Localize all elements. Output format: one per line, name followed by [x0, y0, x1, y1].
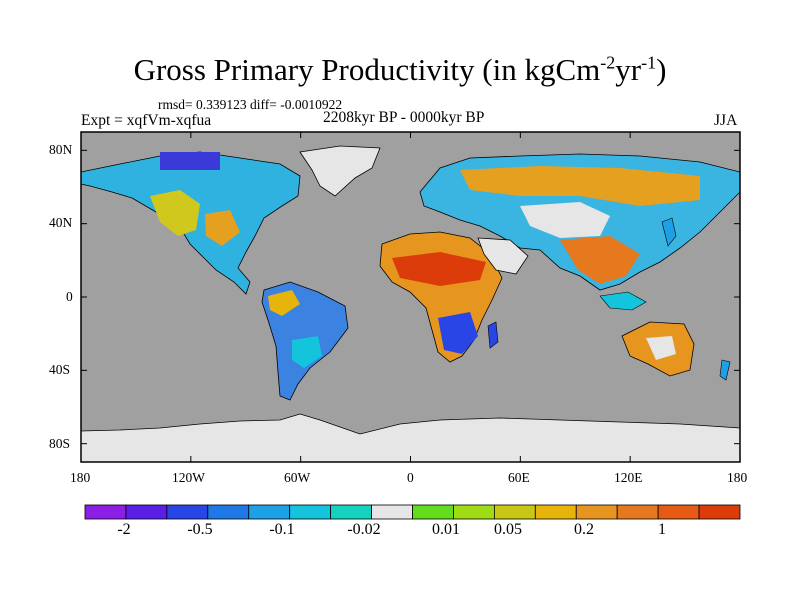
australia-center-patch: [646, 336, 676, 360]
na-arctic-patch: [160, 152, 220, 170]
colorbar-swatch: [125, 504, 168, 520]
madagascar: [487, 321, 499, 349]
na-west-patch: [150, 190, 200, 236]
sa-central-patch: [292, 336, 322, 368]
colorbar-swatch: [207, 504, 250, 520]
colorbar-swatch: [657, 504, 700, 520]
colorbar-label: 0.01: [432, 521, 460, 538]
sahara-patch: [392, 252, 486, 286]
japan: [661, 217, 677, 247]
colorbar-swatch: [289, 504, 332, 520]
lon-label-120w: 120W: [172, 470, 205, 485]
lat-label-80s: 80S: [49, 436, 71, 451]
asia-south-patch: [560, 236, 640, 284]
colorbar-label: -0.02: [347, 521, 381, 538]
colorbar-swatch: [575, 504, 618, 520]
colorbar-label: 1: [658, 521, 666, 538]
axis-ticks: [80, 132, 741, 462]
lat-label-40s: 40S: [49, 362, 71, 377]
colorbar-label: -2: [117, 521, 131, 538]
sa-north-patch: [268, 290, 300, 316]
lon-label-60w: 60W: [284, 470, 311, 485]
africa-south-patch: [438, 312, 478, 354]
colorbar-swatch: [330, 504, 372, 520]
na-central-patch: [205, 210, 240, 246]
southeast-asia-islands: [599, 291, 647, 311]
colorbar-label: 0.2: [574, 521, 594, 538]
experiment-label: Expt = xqfVm-xqfua: [81, 112, 212, 129]
period-label: 2208kyr BP - 0000kyr BP: [323, 109, 485, 126]
lon-label-180w: 180: [70, 470, 91, 485]
lon-label-180e: 180: [727, 470, 748, 485]
new-zealand: [719, 359, 731, 381]
colorbar-label: -0.1: [269, 521, 295, 538]
lat-label-80n: 80N: [49, 142, 73, 157]
eurasia-north-patch: [460, 166, 700, 206]
lon-label-0: 0: [407, 470, 414, 485]
lon-label-60e: 60E: [508, 470, 530, 485]
colorbar-swatch: [248, 504, 291, 520]
colorbar-swatch: [84, 504, 127, 520]
colorbar-swatch: [412, 504, 454, 520]
lat-label-40n: 40N: [49, 215, 73, 230]
colorbar-swatch: [166, 504, 209, 520]
colorbar-label: 0.05: [494, 521, 522, 538]
chart-title: Gross Primary Productivity (in kgCm-2yr-…: [133, 52, 667, 87]
colorbar-label: -0.5: [187, 521, 213, 538]
colorbar-swatch: [698, 504, 741, 520]
asia-central-patch: [520, 202, 610, 238]
lon-label-120e: 120E: [614, 470, 643, 485]
colorbar-swatch: [371, 504, 413, 520]
stats-text: rmsd= 0.339123 diff= -0.0010922: [158, 97, 343, 112]
season-label: JJA: [714, 112, 738, 129]
colorbar-swatch: [453, 504, 495, 520]
colorbar-swatch: [616, 504, 659, 520]
colorbar-swatch: [493, 504, 536, 520]
arabia: [477, 237, 529, 275]
colorbar-swatch: [534, 504, 577, 520]
greenland: [299, 145, 381, 197]
lat-label-0: 0: [66, 289, 73, 304]
